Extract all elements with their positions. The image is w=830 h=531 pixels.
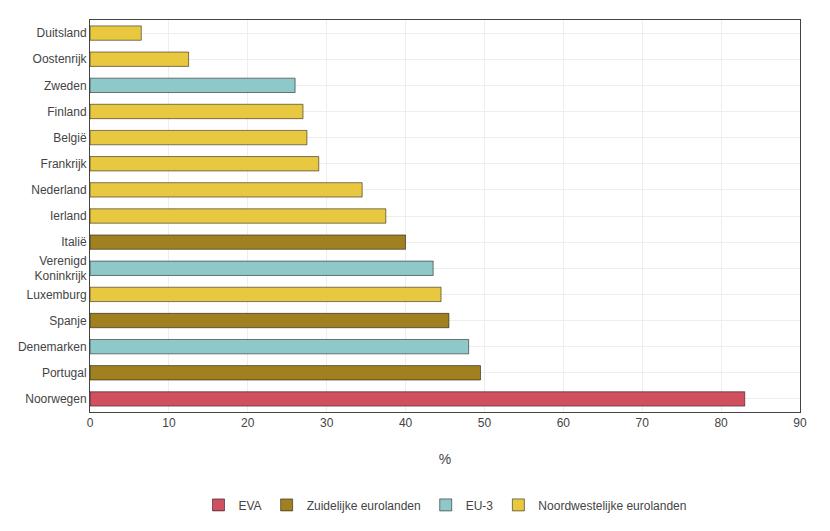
svg-text:%: % (439, 451, 451, 467)
svg-text:Noordwestelijke eurolanden: Noordwestelijke eurolanden (538, 499, 686, 513)
svg-text:Spanje: Spanje (49, 314, 87, 328)
svg-text:Ierland: Ierland (50, 209, 87, 223)
svg-text:EVA: EVA (239, 499, 262, 513)
svg-text:Noorwegen: Noorwegen (25, 392, 86, 406)
svg-text:10: 10 (162, 416, 176, 430)
svg-text:50: 50 (478, 416, 492, 430)
svg-text:Denemarken: Denemarken (18, 340, 87, 354)
svg-text:Nederland: Nederland (31, 183, 86, 197)
svg-text:20: 20 (241, 416, 255, 430)
svg-text:Duitsland: Duitsland (37, 26, 87, 40)
svg-text:Zuidelijke eurolanden: Zuidelijke eurolanden (307, 499, 421, 513)
svg-text:40: 40 (399, 416, 413, 430)
svg-text:Italië: Italië (61, 235, 87, 249)
svg-text:Finland: Finland (47, 105, 86, 119)
svg-text:Luxemburg: Luxemburg (27, 288, 87, 302)
svg-text:70: 70 (636, 416, 650, 430)
svg-text:VerenigdKoninkrijk: VerenigdKoninkrijk (35, 254, 88, 284)
svg-text:60: 60 (557, 416, 571, 430)
svg-text:0: 0 (87, 416, 94, 430)
svg-text:België: België (53, 131, 87, 145)
svg-text:Oostenrijk: Oostenrijk (33, 52, 88, 66)
svg-text:90: 90 (793, 416, 807, 430)
svg-text:Portugal: Portugal (42, 366, 87, 380)
svg-text:EU-3: EU-3 (466, 499, 494, 513)
svg-text:30: 30 (320, 416, 334, 430)
svg-text:Frankrijk: Frankrijk (41, 157, 88, 171)
svg-text:80: 80 (714, 416, 728, 430)
svg-text:Zweden: Zweden (44, 79, 87, 93)
